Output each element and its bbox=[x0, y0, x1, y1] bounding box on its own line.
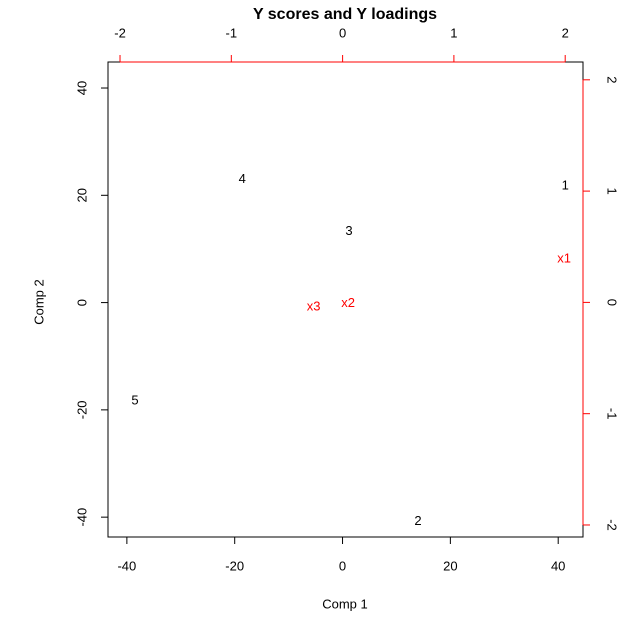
point-label: x1 bbox=[557, 250, 571, 265]
x2-tick-label: -1 bbox=[226, 25, 238, 40]
point-label: x3 bbox=[307, 298, 321, 313]
x-tick-label: -20 bbox=[225, 558, 244, 573]
x-tick-label: -40 bbox=[117, 558, 136, 573]
x2-tick-label: 2 bbox=[562, 25, 569, 40]
x-tick-label: 0 bbox=[339, 558, 346, 573]
y-axis-label: Comp 2 bbox=[31, 279, 46, 325]
y2-tick-label: 0 bbox=[605, 299, 620, 306]
y-tick-label: 20 bbox=[74, 188, 89, 202]
y-tick-label: 40 bbox=[74, 81, 89, 95]
y-tick-label: 0 bbox=[74, 299, 89, 306]
y2-tick-label: -2 bbox=[605, 519, 620, 531]
x2-tick-label: 0 bbox=[339, 25, 346, 40]
point-label: 3 bbox=[345, 223, 352, 238]
x-tick-label: 40 bbox=[551, 558, 565, 573]
y2-tick-label: 2 bbox=[605, 76, 620, 83]
y-tick-label: -20 bbox=[74, 400, 89, 419]
point-label: 2 bbox=[414, 513, 421, 528]
x2-tick-label: 1 bbox=[450, 25, 457, 40]
point-label: 1 bbox=[562, 178, 569, 193]
x2-tick-label: -2 bbox=[114, 25, 126, 40]
x-tick-label: 20 bbox=[443, 558, 457, 573]
x-axis-label: Comp 1 bbox=[322, 596, 368, 611]
y2-tick-label: 1 bbox=[605, 187, 620, 194]
point-label: 5 bbox=[131, 393, 138, 408]
chart-title: Y scores and Y loadings bbox=[253, 6, 437, 23]
point-label: x2 bbox=[341, 295, 355, 310]
y2-tick-label: -1 bbox=[605, 408, 620, 420]
y-tick-label: -40 bbox=[74, 508, 89, 527]
point-label: 4 bbox=[239, 171, 246, 186]
